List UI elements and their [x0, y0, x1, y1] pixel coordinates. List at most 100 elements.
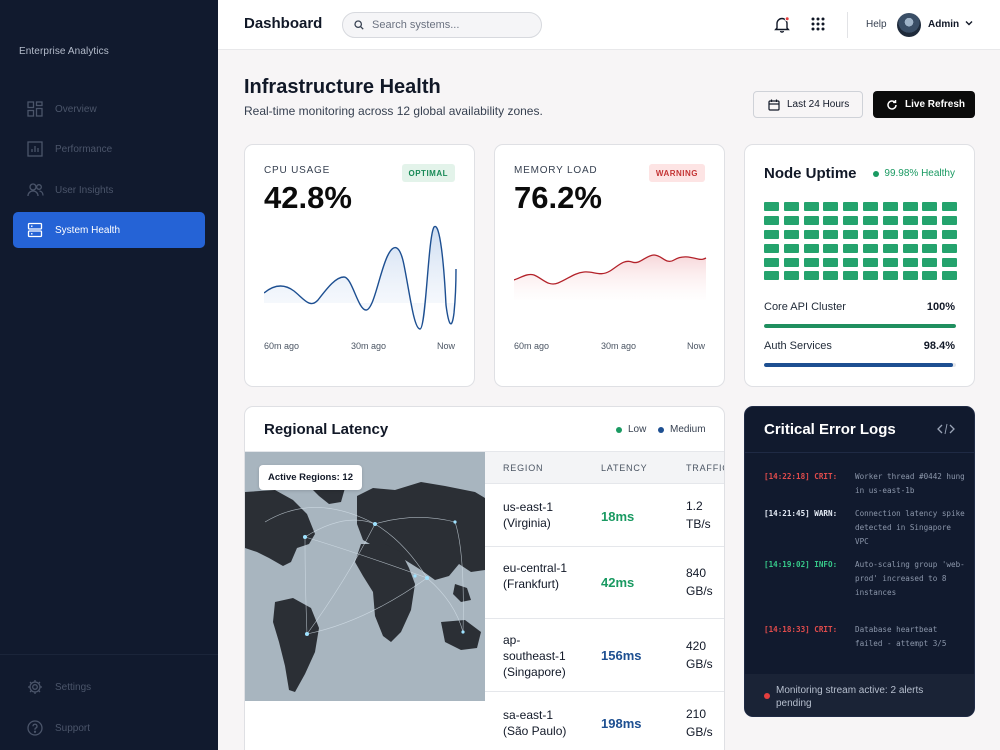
live-refresh-button[interactable]: Live Refresh [873, 91, 975, 118]
world-map-image [245, 452, 485, 701]
time-range-button[interactable]: Last 24 Hours [753, 91, 863, 118]
sidebar-divider [0, 654, 218, 655]
avatar[interactable] [897, 13, 921, 37]
cpu-sparkline [264, 225, 457, 330]
uptime-cell [843, 243, 859, 253]
uptime-cell [783, 243, 799, 253]
topbar-divider [847, 12, 848, 38]
uptime-cell [764, 243, 779, 253]
sidebar-item-user-insights[interactable]: User Insights [13, 172, 205, 208]
status-badge: OPTIMAL [401, 164, 455, 182]
sidebar-item-overview[interactable]: Overview [13, 91, 205, 127]
sidebar-item-system-health[interactable]: System Health [13, 212, 205, 248]
node-uptime-card: Node Uptime 99.98% Healthy Core API Clus… [744, 144, 975, 387]
sidebar-item-support[interactable]: Support [13, 710, 205, 746]
metric-label: MEMORY LOAD [514, 165, 598, 176]
card-title: Critical Error Logs [764, 421, 896, 438]
search-box[interactable] [342, 12, 542, 38]
legend-dot [616, 426, 622, 433]
notifications-button[interactable] [772, 14, 792, 34]
uptime-cell [783, 202, 799, 211]
metric-value: 76.2% [514, 180, 602, 215]
uptime-cell [783, 215, 799, 225]
world-map[interactable]: Active Regions: 12 [245, 452, 485, 701]
uptime-cell [764, 257, 779, 267]
uptime-cell [862, 215, 878, 225]
uptime-cell [823, 271, 839, 281]
section-title: Infrastructure Health [244, 76, 441, 98]
table-row[interactable]: ap-southeast-1 (Singapore) 156ms 420 GB/… [485, 619, 724, 692]
uptime-cell [902, 243, 918, 253]
uptime-cell [902, 257, 918, 267]
code-icon[interactable] [937, 423, 955, 435]
table-row[interactable]: us-east-1 (Virginia) 18ms 1.2 TB/s [485, 484, 724, 547]
axis-label-end: Now [686, 341, 705, 351]
uptime-cell [882, 202, 898, 211]
service-name: Core API Cluster [764, 301, 846, 313]
region-cell: us-east-1 (Virginia) [503, 500, 554, 530]
active-regions-chip: Active Regions: 12 [259, 465, 362, 490]
uptime-cell [764, 202, 779, 211]
metric-value: 42.8% [264, 180, 352, 215]
log-tag: [14:18:33] CRIT: [764, 625, 838, 634]
column-header-traffic[interactable]: TRAFFIC [686, 463, 724, 473]
sidebar-item-performance[interactable]: Performance [13, 131, 205, 167]
uptime-cell [764, 215, 779, 225]
search-input[interactable] [372, 19, 532, 31]
grid-icon [26, 100, 44, 118]
log-tag: [14:21:45] WARN: [764, 509, 838, 518]
table-row[interactable]: sa-east-1 (São Paulo) 198ms 210 GB/s [485, 692, 724, 750]
sidebar-item-settings[interactable]: Settings [13, 669, 205, 705]
uptime-cell [902, 229, 918, 239]
topbar: Dashboard Help Admin [218, 0, 1000, 50]
brand-name: Enterprise Analytics [19, 46, 109, 57]
region-cell: ap-southeast-1 (Singapore) [503, 633, 566, 679]
service-name: Auth Services [764, 340, 832, 352]
help-link[interactable]: Help [866, 19, 887, 30]
metric-label: CPU USAGE [264, 165, 331, 176]
log-message: Database heartbeat failed - attempt 3/5 [855, 625, 947, 648]
uptime-cell [803, 229, 819, 239]
uptime-cell [843, 257, 859, 267]
column-header-region[interactable]: REGION [503, 463, 544, 473]
uptime-cell [803, 243, 819, 253]
legend-dot [658, 426, 664, 433]
server-icon [26, 221, 44, 239]
latency-cell: 18ms [601, 509, 635, 524]
page-title: Dashboard [244, 15, 323, 32]
live-refresh-label: Live Refresh [905, 99, 966, 110]
log-tag: [14:19:02] INFO: [764, 560, 838, 569]
apps-grid-icon [811, 17, 825, 31]
region-cell: eu-central-1 (Frankfurt) [503, 561, 568, 591]
uptime-cell [803, 202, 819, 211]
log-message: Auto-scaling group 'web-prod' increased … [855, 560, 965, 597]
axis-label-start: 60m ago [514, 341, 550, 351]
uptime-cell [922, 215, 938, 225]
uptime-cell [862, 229, 878, 239]
users-icon [26, 181, 44, 199]
uptime-cell [942, 257, 958, 267]
table-row[interactable]: eu-central-1 (Frankfurt) 42ms 840 GB/s [485, 547, 724, 619]
sidebar-item-label: Support [55, 722, 91, 734]
time-range-label: Last 24 Hours [787, 99, 850, 110]
uptime-cell [783, 271, 799, 281]
uptime-cell [823, 243, 839, 253]
stream-status-bar: Monitoring stream active: 2 alerts pendi… [745, 674, 974, 716]
sidebar-item-label: Settings [55, 681, 92, 693]
card-title: Node Uptime [764, 165, 857, 182]
chevron-down-icon[interactable] [964, 18, 974, 28]
column-header-latency[interactable]: LATENCY [601, 463, 648, 473]
uptime-cell [823, 229, 839, 239]
uptime-cell [922, 202, 938, 211]
uptime-cell [823, 257, 839, 267]
table-header [485, 452, 724, 484]
uptime-cell [803, 215, 819, 225]
log-tag: [14:22:18] CRIT: [764, 472, 838, 481]
uptime-cell [922, 271, 938, 281]
latency-cell: 156ms [601, 648, 642, 663]
apps-button[interactable] [808, 14, 828, 34]
user-name[interactable]: Admin [928, 19, 960, 30]
uptime-cell [862, 243, 878, 253]
uptime-cell [862, 202, 878, 211]
legend-label: Medium [670, 424, 706, 435]
